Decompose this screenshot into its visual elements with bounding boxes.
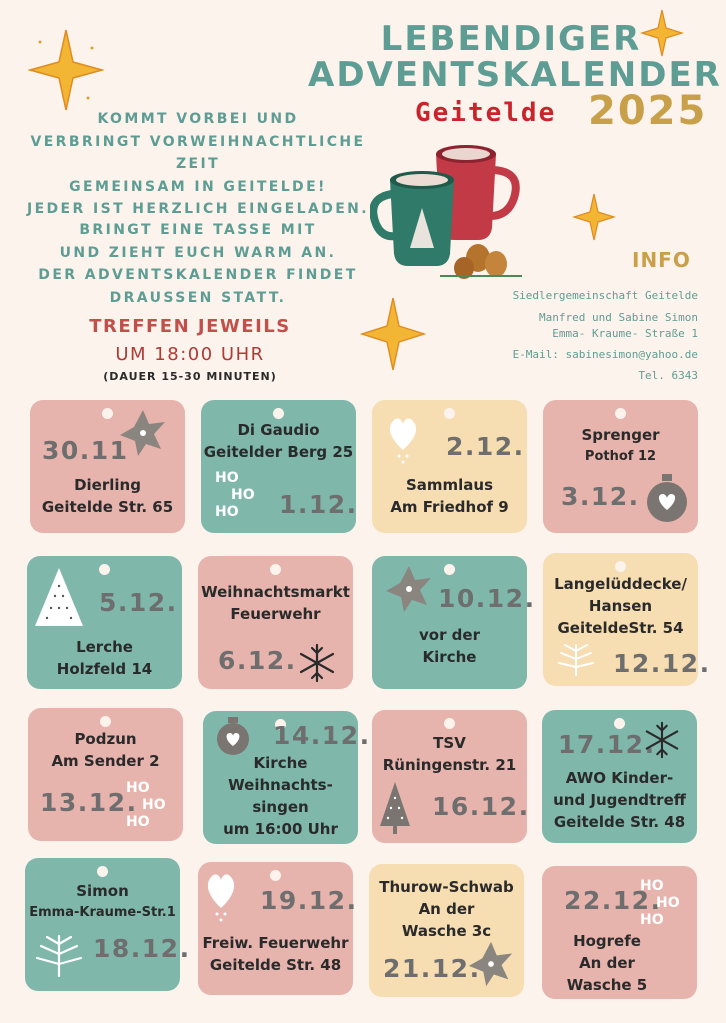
intro-line: JEDER IST HERZLICH EINGELADEN. bbox=[26, 201, 370, 217]
star-icon bbox=[468, 941, 513, 987]
card-date: 16.12. bbox=[432, 792, 530, 821]
intro-line: BRINGT EINE TASSE MIT bbox=[79, 222, 317, 238]
card-date: 13.12. bbox=[40, 788, 138, 817]
snowflake-icon bbox=[299, 643, 335, 683]
calendar-card: TSV Rüningenstr. 21 16.12. bbox=[372, 710, 530, 843]
card-text: Thurow-Schwab An der Wasche 3c bbox=[379, 878, 514, 940]
calendar-card: 30.11 Dierling Geitelde Str. 65 bbox=[30, 400, 185, 533]
fir-branch-icon bbox=[35, 934, 83, 978]
intro-line: GEMEINSAM IN GEITELDE! bbox=[69, 178, 327, 195]
heart-icon bbox=[207, 874, 235, 922]
calendar-card: 14.12. Kirche Weihnachts-singen um 16:00 U… bbox=[203, 711, 369, 844]
card-text: Lerche Holzfeld 14 bbox=[56, 638, 153, 678]
intro-paragraph-2: BRINGT EINE TASSE MIT UND ZIEHT EUCH WAR… bbox=[8, 219, 388, 309]
tree-icon bbox=[35, 568, 83, 626]
calendar-card: Podzun Am Sender 2 13.12. HO HO HO bbox=[28, 708, 183, 841]
card-date: 3.12. bbox=[561, 482, 640, 511]
title-line-1: LEBENDIGER bbox=[380, 19, 642, 59]
calendar-card: Simon Emma-Kraume-Str.1 18.12. bbox=[25, 858, 189, 991]
card-text: Podzun Am Sender 2 bbox=[51, 730, 160, 770]
card-date: 22.12. bbox=[564, 886, 662, 915]
star-icon bbox=[360, 297, 426, 371]
star-icon bbox=[120, 410, 165, 456]
card-date: 2.12. bbox=[446, 432, 525, 461]
place-name: Geitelde bbox=[415, 98, 557, 128]
info-line: Manfred und Sabine Simon bbox=[539, 311, 698, 324]
info-title: INFO bbox=[632, 248, 691, 272]
info-line: Siedlergemeinschaft Geitelde bbox=[512, 289, 698, 302]
card-date: 14.12. bbox=[273, 721, 371, 750]
hohoho-text: HO HO HO bbox=[126, 780, 166, 830]
card-date: 1.12. bbox=[279, 490, 358, 519]
star-icon bbox=[386, 566, 431, 612]
info-phone: Tel. 6343 bbox=[638, 369, 698, 382]
title-line-2: ADVENTSKALENDER bbox=[308, 55, 722, 95]
card-text: AWO Kinder-und Jugendtreff Geitelde Str. … bbox=[553, 769, 686, 831]
star-icon bbox=[572, 193, 616, 241]
card-text: Weihnachtsmarkt Feuerwehr bbox=[201, 583, 350, 623]
card-text: Simon Emma-Kraume-Str.1 bbox=[29, 882, 176, 920]
card-date: 21.12. bbox=[383, 954, 481, 983]
tree-icon bbox=[380, 782, 410, 834]
intro-paragraph-1: KOMMT VORBEI UND VERBRINGT VORWEIHNACHTL… bbox=[8, 108, 388, 221]
card-date: 18.12. bbox=[93, 934, 191, 963]
card-date: 19.12. bbox=[260, 886, 358, 915]
info-line: Emma- Kraume- Straße 1 bbox=[552, 327, 698, 340]
card-text: TSV Rüningenstr. 21 bbox=[382, 734, 517, 774]
info-email: E-Mail: sabinesimon@yahoo.de bbox=[512, 348, 698, 361]
mugs-illustration bbox=[370, 145, 522, 279]
card-text: Sprenger Pothof 12 bbox=[581, 426, 660, 464]
hohoho-text: HO HO HO bbox=[215, 470, 255, 520]
card-text: Di Gaudio Geitelder Berg 25 bbox=[203, 421, 354, 461]
card-text: vor der Kirche bbox=[418, 626, 480, 666]
card-date: 6.12. bbox=[218, 646, 297, 675]
calendar-card: 22.12. HO HO HO Hogrefe An der Wasche 5 bbox=[542, 866, 697, 999]
calendar-card: Langelüddecke/Hansen GeiteldeStr. 54 12.1… bbox=[543, 553, 709, 686]
calendar-card: 19.12. Freiw. Feuerwehr Geitelde Str. 48 bbox=[198, 862, 356, 995]
fir-branch-icon bbox=[558, 644, 594, 676]
calendar-card: 10.12. vor der Kirche bbox=[372, 556, 534, 689]
card-text: Hogrefe An der Wasche 5 bbox=[566, 932, 648, 994]
intro-line: VERBRINGT VORWEIHNACHTLICHE ZEIT bbox=[30, 133, 366, 173]
year: 2025 bbox=[588, 88, 708, 134]
ornament-icon bbox=[217, 717, 249, 755]
card-text: Langelüddecke/Hansen GeiteldeStr. 54 bbox=[554, 575, 687, 637]
calendar-card: Di Gaudio Geitelder Berg 25 HO HO HO 1.12. bbox=[201, 400, 356, 533]
card-text: Dierling Geitelde Str. 65 bbox=[41, 476, 174, 516]
calendar-card: Sprenger Pothof 12 3.12. bbox=[543, 400, 698, 533]
card-text: Kirche Weihnachts-singen um 16:00 Uhr bbox=[223, 754, 338, 838]
meeting-line-1: TREFFEN JEWEILS bbox=[89, 316, 291, 337]
snowflake-icon bbox=[645, 721, 679, 759]
card-date: 17.12. bbox=[558, 730, 656, 759]
intro-line: UND ZIEHT EUCH WARM AN. bbox=[59, 244, 337, 261]
intro-line: KOMMT VORBEI UND bbox=[97, 111, 299, 127]
calendar-card: 17.12. AWO Kinder-und Jugendtreff Geiteld… bbox=[542, 710, 697, 843]
ornament-icon bbox=[647, 474, 687, 522]
calendar-card: 5.12. Lerche Holzfeld 14 bbox=[27, 556, 182, 689]
card-date: 30.11 bbox=[42, 436, 129, 465]
calendar-card: Weihnachtsmarkt Feuerwehr 6.12. bbox=[198, 556, 353, 689]
card-text: Sammlaus Am Friedhof 9 bbox=[390, 476, 509, 516]
meeting-line-2: UM 18:00 UHR bbox=[115, 344, 265, 365]
card-date: 5.12. bbox=[99, 588, 178, 617]
hohoho-text: HO HO HO bbox=[640, 878, 680, 928]
meeting-duration: (DAUER 15-30 MINUTEN) bbox=[103, 370, 277, 383]
card-date: 10.12. bbox=[438, 584, 536, 613]
star-icon bbox=[28, 29, 104, 111]
card-date: 12.12. bbox=[613, 649, 711, 678]
star-icon bbox=[640, 9, 684, 57]
calendar-card: Thurow-Schwab An der Wasche 3c 21.12. bbox=[369, 864, 524, 997]
calendar-card: 2.12. Sammlaus Am Friedhof 9 bbox=[372, 400, 527, 533]
intro-line: DRAUSSEN STATT. bbox=[109, 289, 287, 306]
card-text: Freiw. Feuerwehr Geitelde Str. 48 bbox=[202, 934, 349, 974]
intro-line: DER ADVENTSKALENDER FINDET bbox=[38, 267, 358, 283]
heart-icon bbox=[389, 418, 417, 464]
